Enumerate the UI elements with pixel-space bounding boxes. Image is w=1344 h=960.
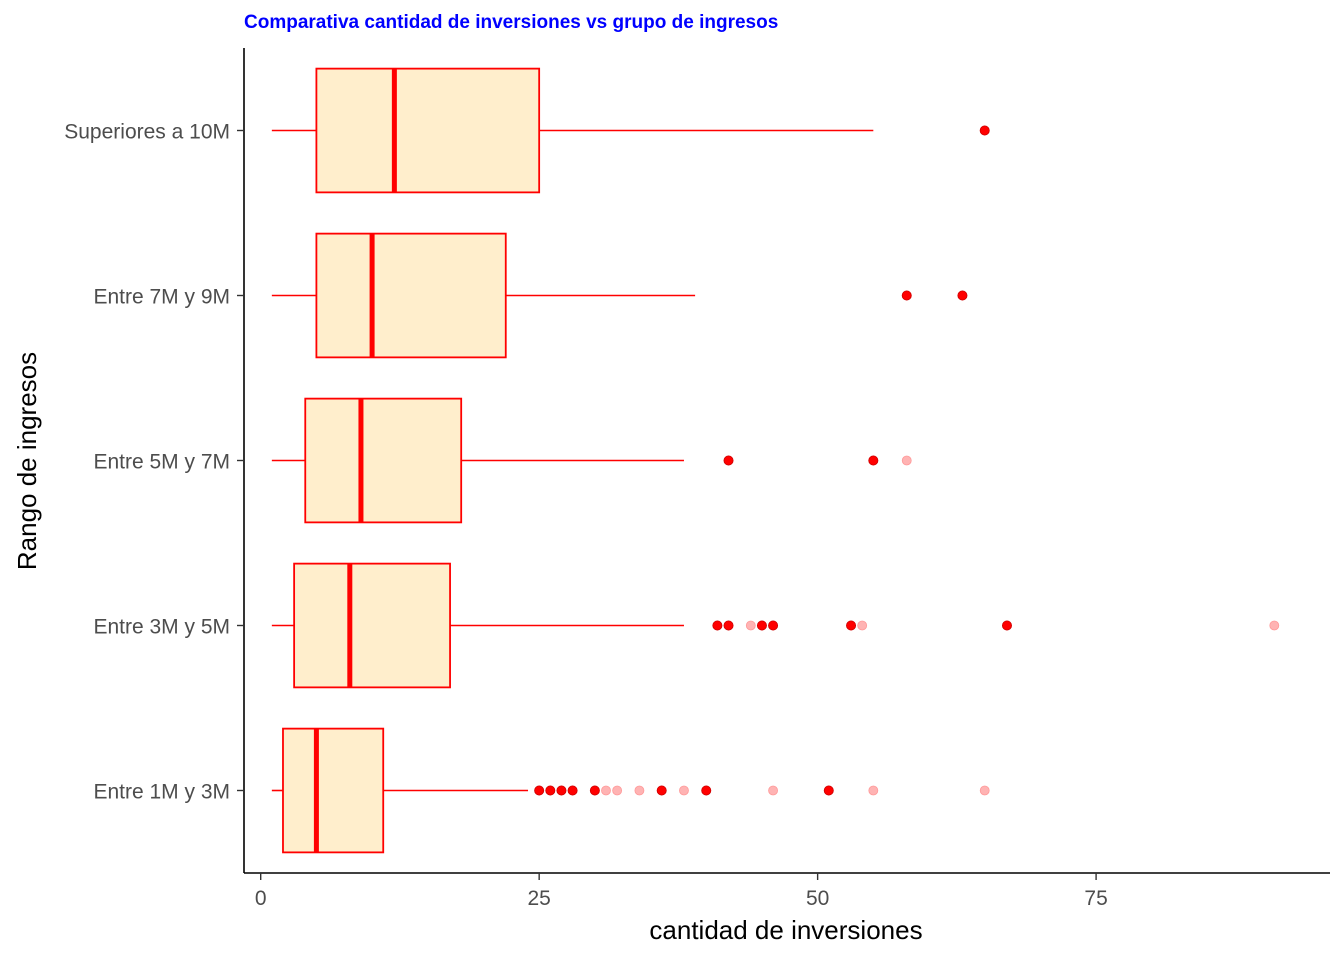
outlier-point xyxy=(901,290,912,301)
boxes-layer xyxy=(271,67,1280,854)
outlier-point-faint xyxy=(745,620,756,631)
outlier-point xyxy=(534,785,545,796)
outlier-point-faint xyxy=(768,785,778,796)
x-axis-title: cantidad de inversiones xyxy=(649,915,922,945)
outlier-point-faint xyxy=(857,620,868,631)
outlier-point xyxy=(712,620,723,631)
outlier-point-faint xyxy=(601,785,611,796)
outlier-point xyxy=(768,620,779,631)
box-group xyxy=(271,67,990,194)
outlier-point xyxy=(656,785,667,796)
y-tick-label: Entre 1M y 3M xyxy=(93,781,230,804)
box xyxy=(304,397,463,524)
x-tick-label: 50 xyxy=(806,887,829,910)
x-ticks: 0 25 50 75 xyxy=(255,873,1108,910)
box xyxy=(315,67,541,194)
box-group xyxy=(271,727,990,854)
outlier-point-faint xyxy=(868,785,879,796)
box-group xyxy=(271,562,1280,689)
outlier-point xyxy=(556,785,567,796)
outlier-point-faint xyxy=(679,785,689,796)
outlier-point-faint xyxy=(634,785,645,796)
outlier-point-faint xyxy=(979,785,990,796)
x-tick-label: 25 xyxy=(527,887,550,910)
y-tick-label: Entre 5M y 7M xyxy=(93,451,230,474)
outlier-point xyxy=(701,785,712,796)
outlier-point-faint xyxy=(1269,620,1280,631)
y-tick-label: Entre 7M y 9M xyxy=(93,286,230,309)
x-tick-label: 0 xyxy=(255,887,267,910)
outlier-point xyxy=(723,620,734,631)
y-ticks: Entre 1M y 3M Entre 3M y 5M Entre 5M y 7M E… xyxy=(64,121,244,804)
outlier-point xyxy=(567,785,578,796)
outlier-point-faint xyxy=(901,455,912,466)
y-tick-label: Superiores a 10M xyxy=(64,121,230,144)
outlier-point xyxy=(957,290,968,301)
outlier-point xyxy=(846,620,857,631)
box-group xyxy=(271,232,968,359)
outlier-point xyxy=(823,785,834,796)
y-axis-title: Rango de ingresos xyxy=(12,352,42,570)
outlier-point xyxy=(868,455,879,466)
x-tick-label: 75 xyxy=(1084,887,1107,910)
outlier-point xyxy=(756,620,767,631)
outlier-point xyxy=(979,125,990,136)
outlier-point xyxy=(1001,620,1012,631)
outlier-point xyxy=(545,785,556,796)
box xyxy=(293,562,451,689)
outlier-point xyxy=(589,785,600,796)
box xyxy=(282,727,385,854)
y-tick-label: Entre 3M y 5M xyxy=(93,616,230,639)
box xyxy=(315,232,507,359)
outlier-point-faint xyxy=(612,785,623,796)
chart-title: Comparativa cantidad de inversiones vs g… xyxy=(244,12,779,33)
box-group xyxy=(271,397,912,524)
outlier-point xyxy=(723,455,734,466)
